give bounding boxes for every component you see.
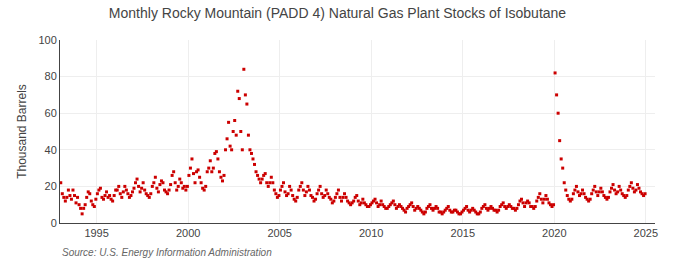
svg-text:Thousand Barrels: Thousand Barrels (15, 84, 29, 179)
svg-text:100: 100 (38, 34, 56, 46)
svg-text:60: 60 (45, 107, 57, 119)
svg-text:1995: 1995 (84, 227, 108, 239)
svg-text:Monthly Rocky Mountain (PADD 4: Monthly Rocky Mountain (PADD 4) Natural … (109, 5, 566, 21)
svg-text:2000: 2000 (176, 227, 200, 239)
svg-text:Source: U.S. Energy Informatio: Source: U.S. Energy Information Administ… (62, 247, 272, 258)
svg-text:20: 20 (45, 180, 57, 192)
svg-text:80: 80 (45, 70, 57, 82)
svg-text:2025: 2025 (634, 227, 658, 239)
svg-text:0: 0 (51, 217, 57, 229)
svg-text:2020: 2020 (542, 227, 566, 239)
svg-text:2005: 2005 (267, 227, 291, 239)
svg-text:40: 40 (45, 144, 57, 156)
svg-text:2015: 2015 (451, 227, 475, 239)
svg-text:2010: 2010 (359, 227, 383, 239)
